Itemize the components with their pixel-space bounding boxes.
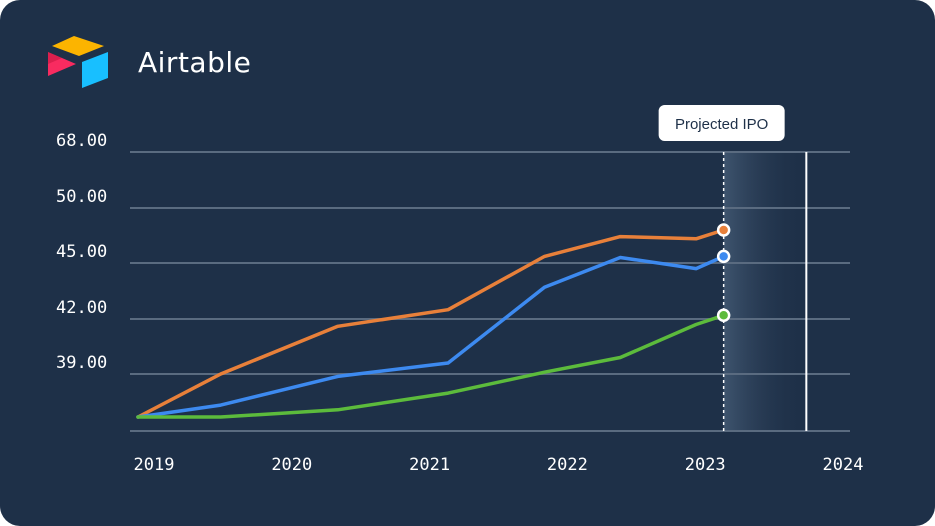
y-tick-label: 50.00 <box>56 187 107 207</box>
projected-ipo-label: Projected IPO <box>675 116 768 133</box>
x-tick-label: 2020 <box>271 455 312 475</box>
series-end-marker-3 <box>716 308 731 323</box>
series-end-marker-2 <box>716 249 731 264</box>
y-tick-label: 68.00 <box>56 131 107 151</box>
y-tick-label: 45.00 <box>56 242 107 262</box>
series-line-3 <box>136 313 726 419</box>
x-tick-label: 2022 <box>547 455 588 475</box>
projected-ipo-callout <box>658 105 785 141</box>
series-end-marker-1 <box>716 223 731 237</box>
projection-shade <box>723 152 807 431</box>
x-tick-label: 2024 <box>823 455 864 475</box>
x-tick-label: 2023 <box>685 455 726 475</box>
brand-name: Airtable <box>138 45 252 79</box>
series-line-2 <box>136 254 726 419</box>
x-tick-label: 2019 <box>134 455 175 475</box>
airtable-logo-icon <box>48 36 108 88</box>
series-line-1 <box>136 228 726 419</box>
brand: Airtable <box>46 34 251 90</box>
y-tick-label: 39.00 <box>56 353 107 373</box>
x-tick-label: 2021 <box>409 455 450 475</box>
y-tick-label: 42.00 <box>56 298 107 318</box>
